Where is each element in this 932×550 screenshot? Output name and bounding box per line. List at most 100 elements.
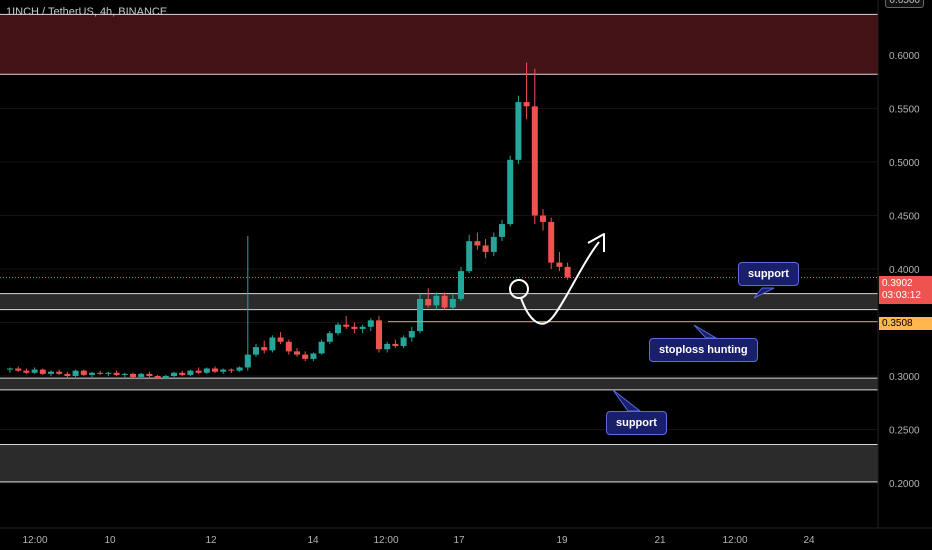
candle-up [326, 333, 333, 342]
candle-up [384, 343, 391, 350]
candle-up [72, 370, 79, 376]
candle-up [367, 320, 374, 327]
candle-down [23, 370, 30, 373]
candle-down [540, 215, 546, 222]
candle-down [441, 295, 448, 308]
candle-up [310, 353, 317, 359]
overlays [0, 233, 878, 412]
candle-down [56, 371, 63, 374]
candle-down [351, 326, 358, 329]
support-callout-lower: support [606, 411, 667, 435]
candle-up [515, 102, 522, 160]
candle-up [269, 337, 276, 351]
candle-down [146, 373, 153, 376]
candle-down [343, 324, 350, 327]
x-tick-label: 19 [556, 535, 568, 546]
x-tick-label: 12:00 [373, 535, 398, 546]
candle-down [130, 373, 136, 378]
level-price-tag: 0.3508 [879, 317, 932, 330]
candle-up [31, 369, 38, 373]
x-tick-label: 24 [803, 535, 815, 546]
candle-up [318, 341, 325, 354]
projected-path-arrow [520, 241, 600, 325]
candle-down [285, 341, 292, 352]
y-tick-label: 0.4000 [889, 265, 920, 276]
candle-up [187, 370, 194, 375]
zones [0, 13, 878, 483]
candle-up [203, 368, 210, 373]
candle-up [220, 369, 227, 372]
x-axis: 12:00 10 12 14 12:00 17 19 21 12:00 24 [0, 527, 932, 546]
candle-up [499, 224, 505, 237]
candle-up [400, 337, 407, 347]
candle-down [531, 106, 538, 216]
y-tick-label: 0.2000 [889, 479, 920, 490]
candle-up [359, 326, 366, 329]
candle-up [105, 372, 112, 374]
x-tick-label: 12 [205, 535, 217, 546]
x-tick-label: 21 [654, 535, 666, 546]
candle-up [335, 324, 341, 334]
candle-down [376, 320, 382, 350]
candle-up [89, 372, 95, 375]
x-tick-label: 12:00 [722, 535, 747, 546]
candle-up [121, 373, 128, 375]
candle-down [80, 370, 87, 375]
candle-down [392, 343, 399, 347]
candle-up [408, 331, 415, 338]
candle-down [228, 369, 235, 371]
x-tick-label: 12:00 [22, 535, 47, 546]
candle-down [474, 241, 481, 246]
candle-down [212, 368, 218, 372]
x-tick-label: 10 [104, 535, 116, 546]
callout-pointer [753, 287, 775, 299]
y-tick-label: 0.2500 [889, 426, 920, 437]
candle-up [253, 347, 259, 355]
candle-down [195, 370, 202, 373]
stoploss-hunting-callout: stoploss hunting [649, 338, 758, 362]
candle-down [556, 262, 563, 267]
x-tick-label: 14 [307, 535, 319, 546]
zone-3 [0, 444, 878, 482]
y-tick-label: 0.5500 [889, 105, 920, 116]
candle-down [277, 337, 284, 342]
y-axis: 0.6000 0.5500 0.5000 0.4500 0.4000 0.3000 0.25… [877, 0, 920, 528]
x-tick-label: 17 [453, 535, 465, 546]
candle-down [302, 354, 309, 359]
highlight-circle [509, 279, 529, 299]
countdown-timer: 03:03:12 [882, 290, 921, 301]
candle-up [458, 271, 464, 299]
candle-down [179, 372, 186, 375]
candle-up [244, 354, 251, 368]
candles [7, 62, 571, 380]
y-tick-label: 0.3000 [889, 372, 920, 383]
y-tick-label: 0.5000 [889, 158, 920, 169]
candle-down [64, 373, 71, 376]
candle-down [154, 376, 161, 379]
chart-title: 1INCH / TetherUS, 4h, BINANCE [6, 6, 168, 18]
candle-up [507, 159, 514, 225]
candle-down [523, 102, 530, 107]
candle-up [466, 241, 473, 272]
candle-down [482, 245, 489, 252]
candle-up [7, 368, 13, 370]
candle-down [113, 372, 120, 375]
candle-up [48, 371, 54, 374]
candle-up [236, 367, 243, 371]
candle-down [548, 221, 555, 263]
candle-down [425, 298, 432, 306]
current-price-tag: 0.3902 03:03:12 [879, 276, 932, 304]
zone-0 [0, 14, 878, 75]
candle-up [171, 372, 177, 376]
candle-up [433, 295, 440, 306]
support-callout-upper: support [738, 262, 799, 286]
zone-2 [0, 378, 878, 390]
arrow-head-icon [587, 233, 605, 252]
candle-down [39, 369, 46, 374]
y-tick-label: 0.6000 [889, 51, 920, 62]
candle-up [138, 373, 145, 378]
y-tick-label: 0.4500 [889, 212, 920, 223]
current-price-value: 0.3902 [882, 278, 913, 289]
candle-down [294, 351, 300, 355]
candle-up [162, 376, 169, 379]
